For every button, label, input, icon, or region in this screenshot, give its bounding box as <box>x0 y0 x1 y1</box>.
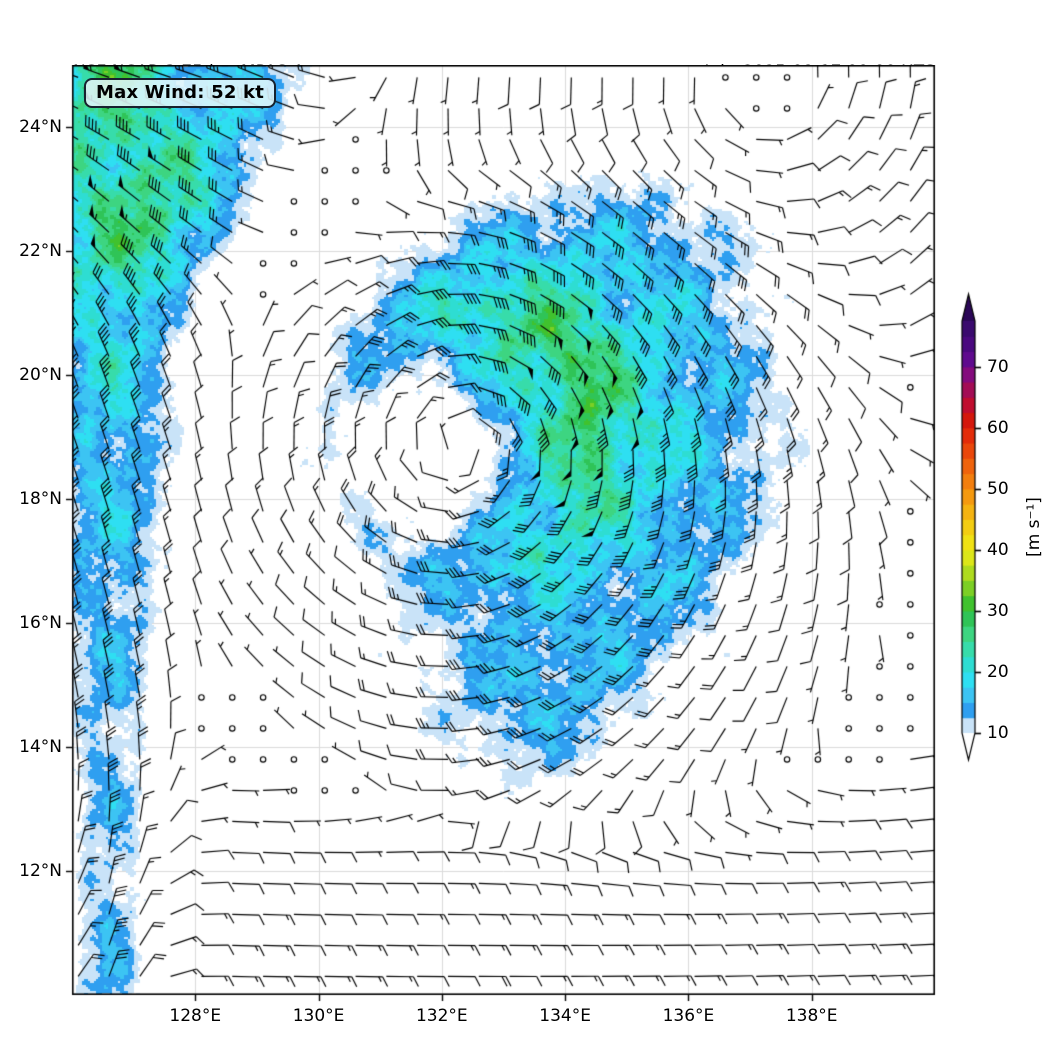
x-tick-label: 136°E <box>662 1006 715 1026</box>
x-tick-label: 134°E <box>539 1006 591 1026</box>
y-tick-label: 14°N <box>19 737 62 757</box>
y-tick-label: 18°N <box>19 489 62 509</box>
colorbar-tick-label: 70 <box>987 356 1009 377</box>
y-tick-label: 22°N <box>19 241 62 261</box>
y-tick-label: 20°N <box>19 365 62 385</box>
map-canvas <box>64 65 939 1008</box>
x-tick-label: 128°E <box>169 1006 222 1026</box>
y-tick-label: 12°N <box>19 861 62 881</box>
colorbar-label: [m s⁻¹] <box>1024 497 1044 557</box>
colorbar-tick-label: 50 <box>987 478 1009 499</box>
colorbar-tick-label: 10 <box>987 723 1009 743</box>
y-tick-label: 24°N <box>19 117 62 137</box>
max-wind-badge: Max Wind: 52 kt <box>84 78 277 108</box>
x-tick-label: 130°E <box>292 1006 345 1026</box>
colorbar-tick-label: 60 <box>987 417 1009 438</box>
colorbar-tick-label: 40 <box>987 539 1009 560</box>
x-tick-label: 132°E <box>415 1006 468 1026</box>
y-tick-label: 16°N <box>19 613 62 633</box>
colorbar-tick-label: 20 <box>987 661 1009 682</box>
colorbar <box>948 282 1038 782</box>
colorbar-tick-label: 30 <box>987 600 1009 621</box>
x-tick-label: 138°E <box>785 1006 838 1026</box>
